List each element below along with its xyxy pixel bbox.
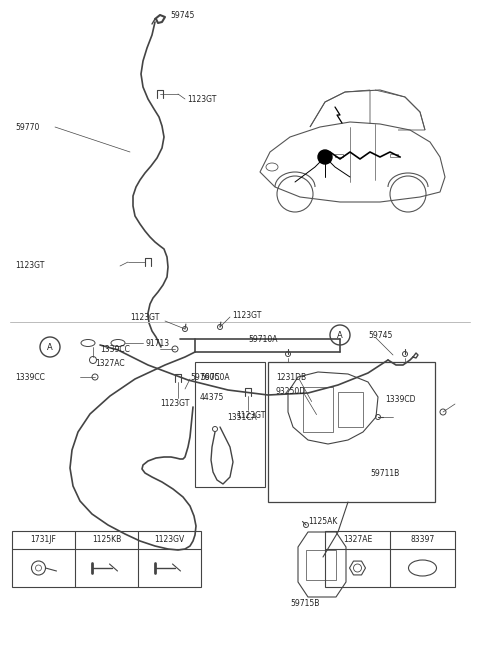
Text: 1327AC: 1327AC (95, 359, 125, 369)
Circle shape (318, 150, 332, 164)
Bar (195, 362, 265, 487)
Bar (338, 392, 363, 427)
Text: 1339CC: 1339CC (100, 344, 130, 353)
Text: 1125KB: 1125KB (92, 535, 121, 545)
Text: 1327AE: 1327AE (343, 535, 372, 545)
Text: 1123GT: 1123GT (15, 261, 44, 271)
Text: 59710A: 59710A (248, 334, 277, 344)
Bar (303, 387, 333, 432)
Bar (390, 154, 398, 157)
Text: 1123GT: 1123GT (160, 399, 190, 409)
Text: 59760C: 59760C (190, 373, 220, 382)
Text: 1125AK: 1125AK (308, 518, 337, 526)
Text: 1731JF: 1731JF (31, 535, 57, 545)
Bar (325, 531, 455, 587)
Bar (268, 362, 435, 502)
Text: 59770: 59770 (15, 122, 39, 131)
Bar (306, 550, 336, 580)
Bar (335, 154, 343, 157)
Text: 1123GT: 1123GT (232, 311, 262, 319)
Text: 1231DB: 1231DB (276, 373, 306, 382)
Text: A: A (47, 342, 53, 351)
Text: 93250D: 93250D (276, 388, 306, 397)
Text: 83397: 83397 (410, 535, 434, 545)
Text: 59750A: 59750A (200, 373, 229, 382)
Bar (12, 531, 201, 587)
Text: 91713: 91713 (145, 338, 169, 348)
Text: 1339CC: 1339CC (15, 373, 45, 382)
Text: 59711B: 59711B (370, 470, 399, 478)
Text: 1339CD: 1339CD (385, 396, 416, 405)
Text: 1123GT: 1123GT (187, 95, 216, 104)
Text: 59745: 59745 (170, 12, 194, 20)
Text: 44375: 44375 (200, 392, 224, 401)
Text: 59745: 59745 (368, 330, 392, 340)
Text: 1123GV: 1123GV (155, 535, 185, 545)
Text: 1123GT: 1123GT (236, 411, 265, 420)
Text: A: A (337, 330, 343, 340)
Text: 59715B: 59715B (290, 599, 319, 608)
Text: 1351CA: 1351CA (227, 413, 257, 422)
Text: 1123GT: 1123GT (130, 313, 159, 321)
